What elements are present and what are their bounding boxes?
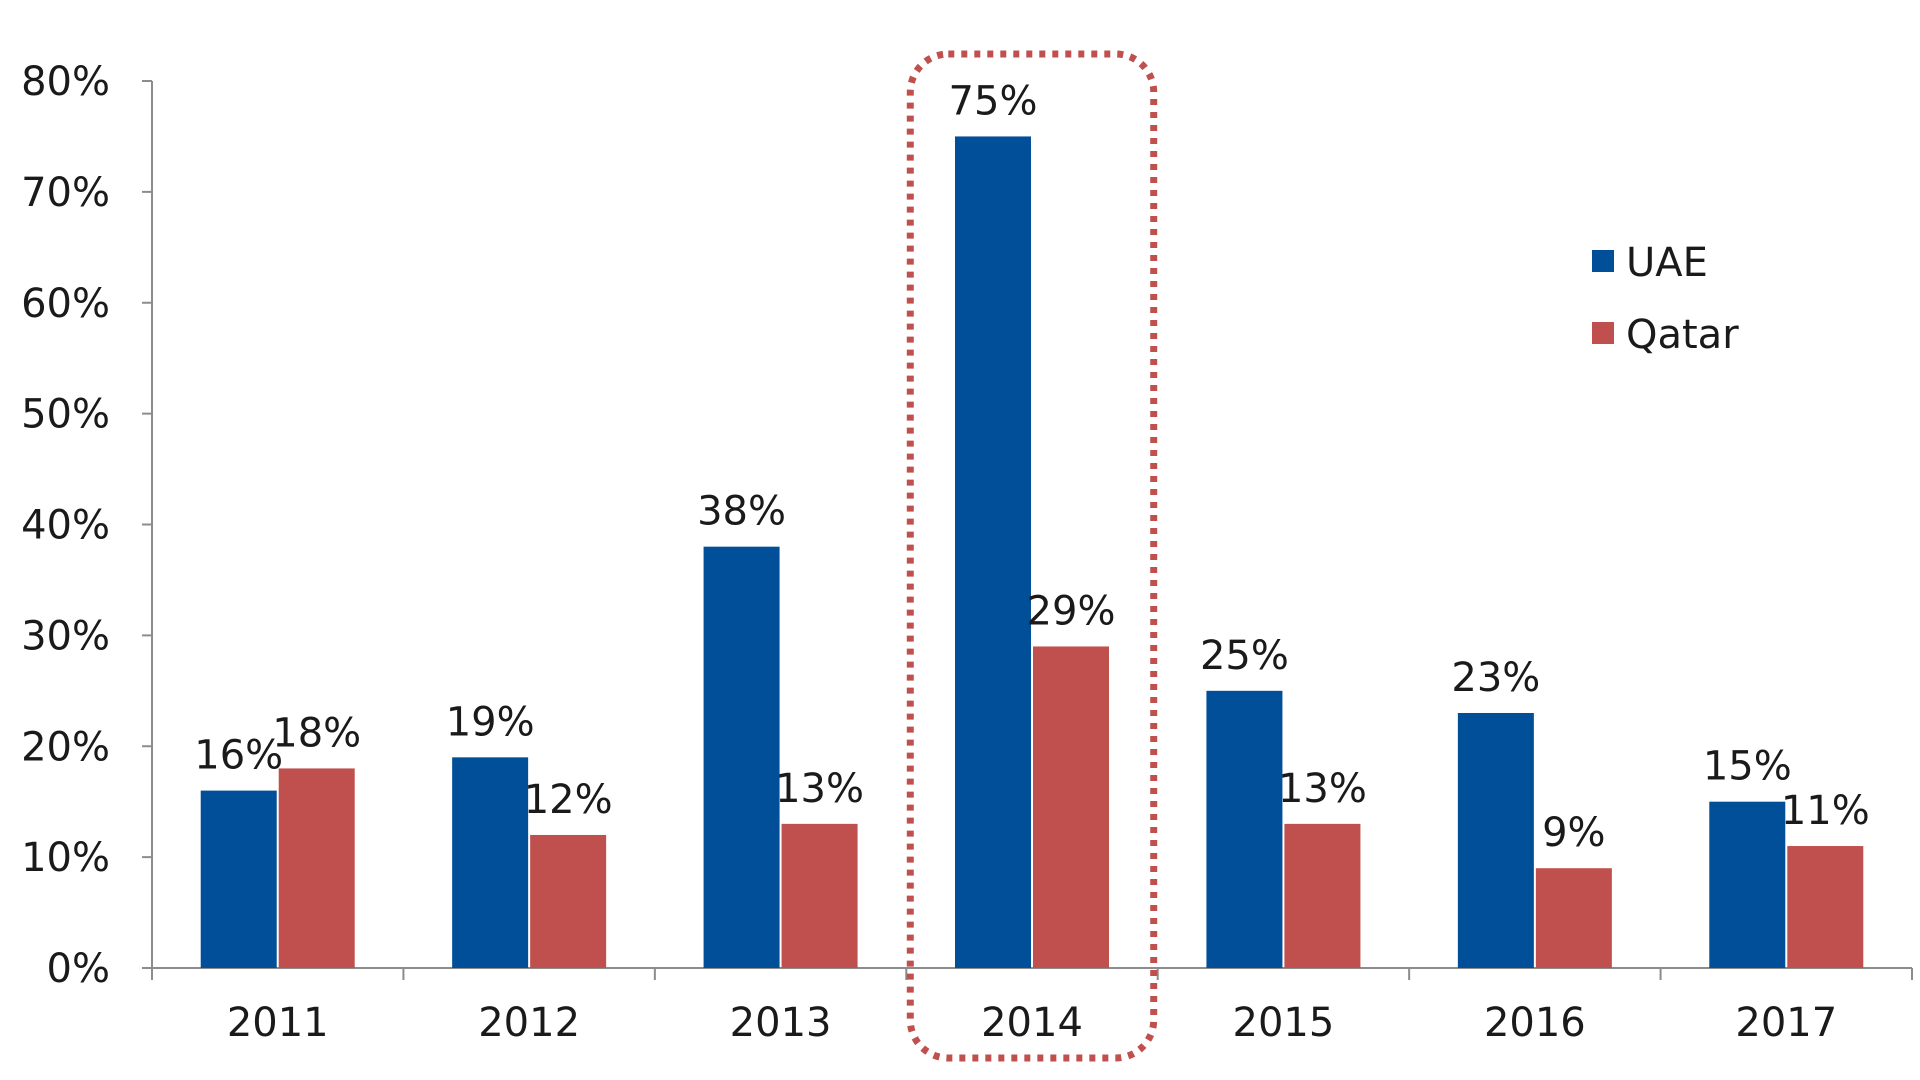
data-label-uae-2011: 16% bbox=[194, 733, 283, 779]
bar-uae-2015 bbox=[1206, 690, 1283, 968]
data-label-uae-2017: 15% bbox=[1703, 744, 1792, 790]
y-tick-label: 20% bbox=[21, 724, 110, 770]
x-tick-label: 2012 bbox=[478, 1000, 580, 1046]
y-tick-label: 50% bbox=[21, 392, 110, 438]
data-label-uae-2016: 23% bbox=[1451, 655, 1540, 701]
bar-qatar-2014 bbox=[1033, 646, 1109, 968]
data-label-uae-2012: 19% bbox=[446, 699, 535, 745]
bar-qatar-2012 bbox=[530, 834, 607, 968]
y-tick-label: 80% bbox=[21, 59, 110, 105]
bar-uae-2016 bbox=[1457, 712, 1534, 968]
y-tick-label: 0% bbox=[47, 946, 110, 992]
bars bbox=[200, 136, 1864, 968]
bar-uae-2014 bbox=[955, 136, 1031, 968]
y-tick-label: 40% bbox=[21, 503, 110, 549]
x-tick-label: 2016 bbox=[1484, 1000, 1586, 1046]
legend-label-qatar: Qatar bbox=[1626, 312, 1739, 358]
data-label-uae-2013: 38% bbox=[697, 489, 786, 535]
legend-swatch-uae bbox=[1592, 250, 1614, 272]
data-label-qatar-2012: 12% bbox=[524, 777, 613, 823]
bar-qatar-2015 bbox=[1284, 823, 1361, 968]
x-tick-label: 2013 bbox=[730, 1000, 832, 1046]
data-label-qatar-2015: 13% bbox=[1278, 766, 1367, 812]
data-label-qatar-2011: 18% bbox=[272, 710, 361, 756]
x-tick-label: 2014 bbox=[981, 1000, 1083, 1046]
y-tick-label: 30% bbox=[21, 613, 110, 659]
y-tick-label: 60% bbox=[21, 281, 110, 327]
legend: UAE Qatar bbox=[1592, 240, 1739, 358]
highlight-layer bbox=[906, 50, 1158, 1062]
data-labels: 16%18% 19% 12% 38% 13% 75% 29% 25% 13% 23% 9% 15%11… bbox=[194, 78, 1869, 856]
x-tick-label: 2011 bbox=[227, 1000, 329, 1046]
legend-swatch-qatar bbox=[1592, 322, 1614, 344]
bar-qatar-2016 bbox=[1535, 868, 1612, 968]
highlight-box-2014 bbox=[906, 50, 1158, 1062]
y-tick-label: 70% bbox=[21, 170, 110, 216]
data-label-qatar-2013: 13% bbox=[775, 766, 864, 812]
data-label-uae-2014: 75% bbox=[949, 78, 1038, 124]
bar-uae-2012 bbox=[452, 757, 529, 968]
legend-label-uae: UAE bbox=[1626, 240, 1708, 286]
x-tick-label: 2017 bbox=[1735, 1000, 1837, 1046]
y-tick-label: 10% bbox=[21, 835, 110, 881]
bar-qatar-2017 bbox=[1787, 846, 1864, 968]
bar-qatar-2011 bbox=[278, 768, 355, 968]
data-label-qatar-2016: 9% bbox=[1542, 810, 1605, 856]
data-label-qatar-2017: 11% bbox=[1781, 788, 1870, 834]
x-tick-label: 2015 bbox=[1233, 1000, 1335, 1046]
bar-uae-2011 bbox=[200, 790, 277, 968]
bar-uae-2013 bbox=[703, 546, 780, 968]
bar-uae-2017 bbox=[1709, 801, 1786, 968]
data-label-uae-2015: 25% bbox=[1200, 633, 1289, 679]
data-label-qatar-2014: 29% bbox=[1027, 588, 1116, 634]
axes: 0% 10% 20% 30% 40% 50% 60% 70% 80% 2011 2012 2013 20… bbox=[21, 59, 1913, 1046]
bar-qatar-2013 bbox=[781, 823, 858, 968]
